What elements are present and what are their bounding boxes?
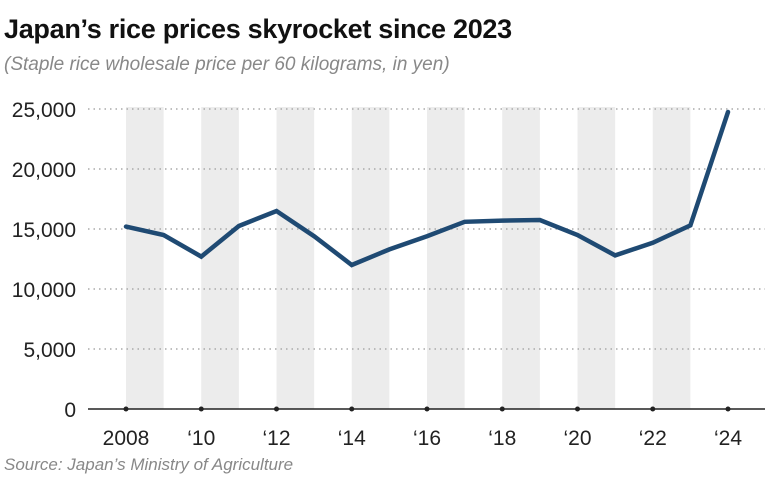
- x-tick-label: ‘18: [488, 427, 516, 450]
- year-band: [201, 107, 239, 409]
- x-tick-mark: [575, 406, 580, 412]
- source-note: Source: Japan’s Ministry of Agriculture: [4, 455, 294, 474]
- x-tick-mark: [499, 406, 505, 412]
- x-tick-label: ‘22: [639, 427, 667, 450]
- x-tick-label: ‘16: [413, 427, 441, 450]
- x-tick-mark: [198, 406, 204, 412]
- x-tick-label: ‘12: [262, 427, 290, 450]
- year-band: [502, 107, 540, 409]
- y-tick-label: 0: [64, 399, 76, 422]
- y-tick-label: 20,000: [12, 159, 76, 182]
- x-tick-mark: [349, 406, 355, 412]
- x-tick-mark: [274, 406, 279, 412]
- x-tick-label: ‘20: [563, 427, 591, 450]
- year-band: [652, 107, 691, 409]
- y-tick-label: 15,000: [12, 219, 76, 242]
- year-band: [276, 107, 315, 409]
- x-tick-mark: [123, 406, 129, 412]
- x-tick-label: ‘10: [187, 427, 215, 450]
- year-band: [577, 107, 616, 409]
- y-tick-label: 5,000: [23, 339, 76, 362]
- chart-title: Japan’s rice prices skyrocket since 2023: [4, 14, 512, 44]
- year-band: [427, 107, 465, 409]
- x-tick-mark: [424, 406, 430, 412]
- year-band: [126, 107, 164, 409]
- y-tick-label: 10,000: [12, 279, 76, 302]
- y-tick-label: 25,000: [12, 99, 76, 122]
- x-tick-label: ‘24: [714, 427, 742, 450]
- x-tick-mark: [725, 406, 731, 412]
- x-tick-label: ‘14: [338, 427, 366, 450]
- x-tick-label: 2008: [103, 427, 150, 450]
- chart-subtitle: (Staple rice wholesale price per 60 kilo…: [4, 54, 450, 75]
- x-tick-mark: [650, 406, 656, 412]
